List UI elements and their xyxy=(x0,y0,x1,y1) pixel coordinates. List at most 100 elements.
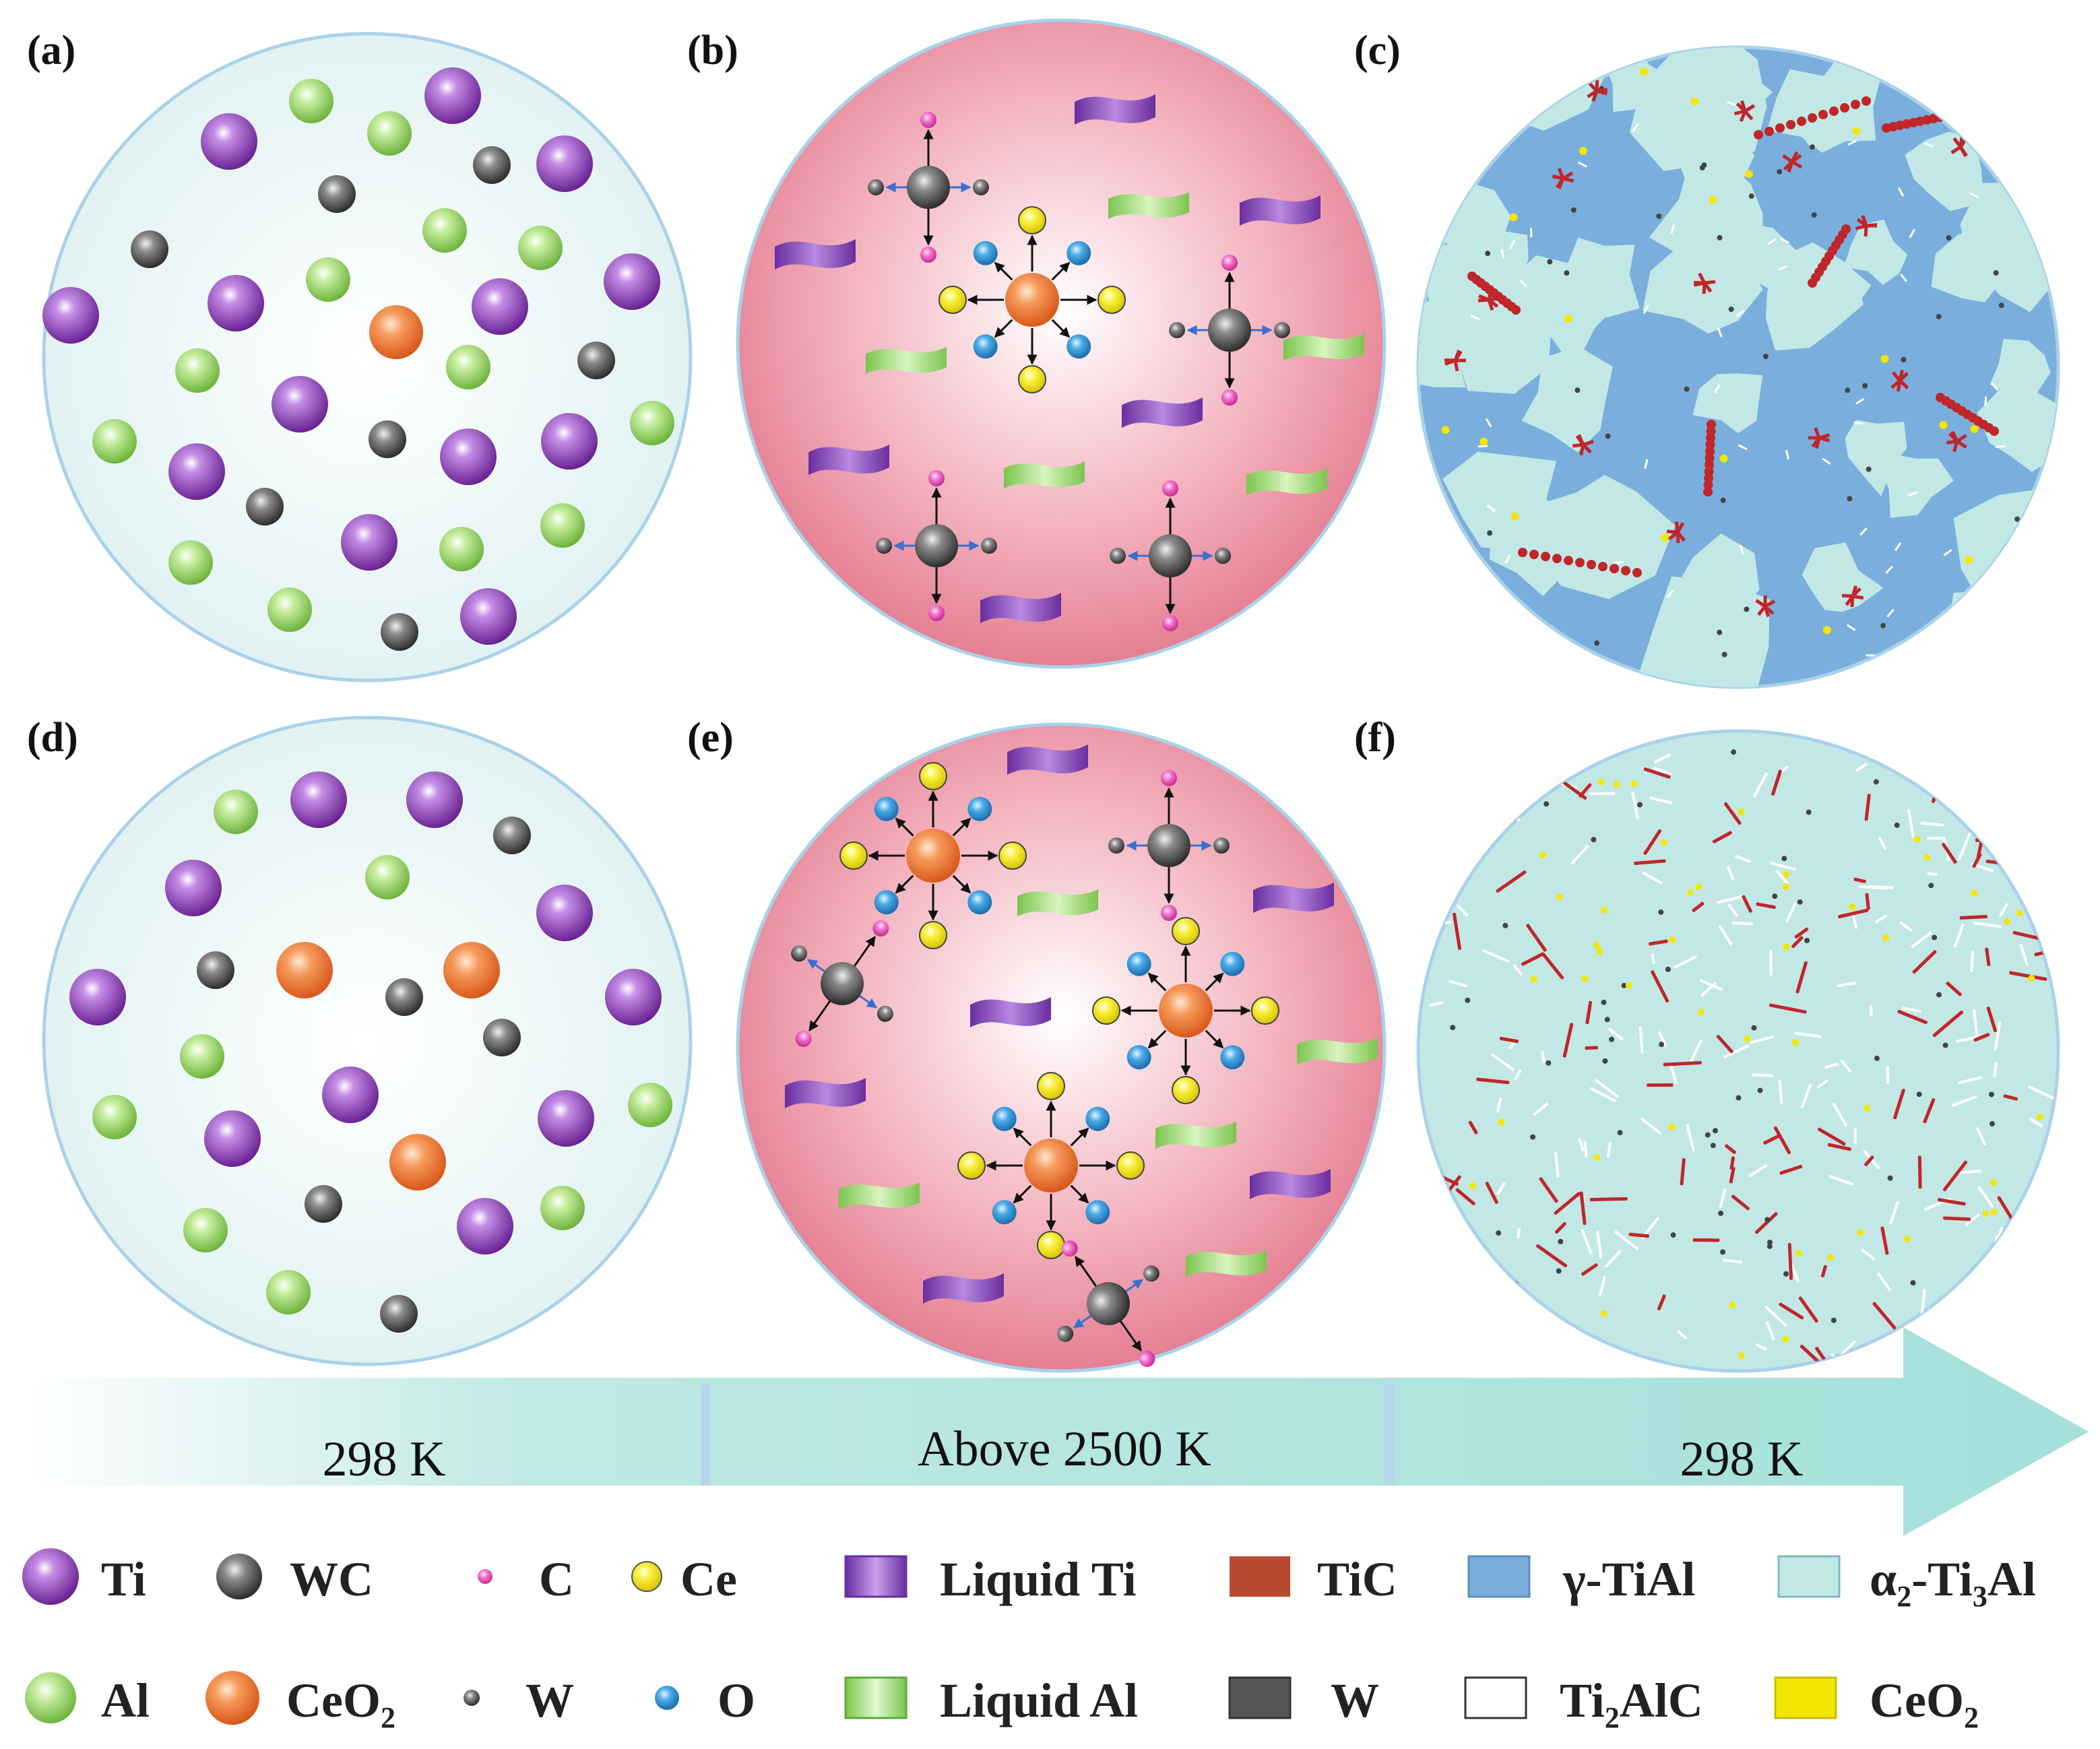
tic-chain xyxy=(1705,440,1715,449)
w-phase xyxy=(1762,354,1769,360)
w-phase xyxy=(1936,992,1942,998)
w-phase xyxy=(1989,1121,1995,1127)
tic-chain xyxy=(1564,556,1573,565)
liquid-ti-ribbon xyxy=(980,593,1061,623)
ti2alc-phase xyxy=(1907,808,1915,838)
w-atom xyxy=(981,538,997,554)
ti2alc-phase xyxy=(1424,183,1430,193)
alpha2-grain xyxy=(1776,257,1872,324)
alpha2-grain xyxy=(1534,474,1676,600)
tic-phase xyxy=(1773,1126,1791,1155)
legend-label-o: O xyxy=(718,1674,755,1727)
w-phase xyxy=(1684,386,1690,392)
w-phase xyxy=(1767,1240,1773,1246)
tic-phase xyxy=(1769,1003,1807,1014)
ceo2-phase xyxy=(1630,780,1638,787)
tic-phase xyxy=(1651,970,1669,1003)
ti2alc-phase xyxy=(1957,1076,1983,1085)
ti2alc-phase xyxy=(1853,421,1864,425)
ce-atom xyxy=(998,841,1027,870)
ti2alc-phase xyxy=(1584,1357,1599,1371)
ti2alc-phase xyxy=(1980,1303,1996,1316)
ti2alc-phase xyxy=(1769,949,1773,976)
c-legend-symbol xyxy=(478,1569,492,1584)
ti2alc-phase xyxy=(1851,912,1858,929)
reaction-arrow xyxy=(1013,1127,1032,1147)
alpha2-grain xyxy=(1692,373,1763,433)
ti2alc-phase xyxy=(2015,1288,2025,1306)
ti2alc-phase xyxy=(1785,449,1789,459)
ti2alc-phase xyxy=(1448,1268,1459,1277)
ti2alc-phase xyxy=(1653,767,1673,776)
ti-particle xyxy=(341,514,397,571)
w-phase xyxy=(1764,1217,1771,1223)
ti2alc-phase xyxy=(1874,914,1888,924)
ti2alc-phase xyxy=(1902,1007,1921,1013)
tic-phase xyxy=(1787,1242,1793,1280)
ti2alc-phase xyxy=(1604,1249,1622,1269)
tic-phase xyxy=(1791,936,1804,949)
tic-phase xyxy=(1716,1035,1733,1054)
ti2alc-phase xyxy=(1970,950,1975,973)
ti2alc-phase xyxy=(1509,240,1515,249)
w-phase xyxy=(1966,751,1972,757)
w-phase xyxy=(1699,165,1705,171)
ti2alc-phase xyxy=(1713,384,1721,393)
alpha2-grain xyxy=(1418,296,1473,388)
ceo2-particle xyxy=(906,829,960,883)
ceo2-phase xyxy=(1903,1235,1911,1242)
ti2alc-phase xyxy=(1719,1188,1727,1209)
ceo2-phase xyxy=(1669,936,1676,943)
ti2alc-phase xyxy=(1583,1140,1588,1157)
wc-particle xyxy=(318,175,356,213)
tic-phase xyxy=(1643,767,1671,779)
al-particle xyxy=(365,855,410,899)
ti2alc-phase xyxy=(1686,1123,1695,1152)
tic-phase xyxy=(1725,1144,1736,1154)
ceo2-phase xyxy=(1738,1352,1745,1360)
w-atom xyxy=(1213,837,1230,854)
ceo2-phase xyxy=(1709,195,1717,204)
tic-phase xyxy=(1490,1331,1528,1343)
tic-phase xyxy=(2003,1094,2018,1101)
w-atom xyxy=(1143,1265,1159,1282)
ti2alc-phase xyxy=(1995,445,2005,448)
w-atom xyxy=(791,945,808,962)
tic-chain xyxy=(1706,426,1716,436)
ti2alc-phase xyxy=(2000,1286,2012,1302)
ti-particle xyxy=(165,860,222,916)
tic-phase xyxy=(1585,1000,1593,1025)
tic-phase xyxy=(1731,1195,1750,1211)
ceo2-phase xyxy=(1791,1039,1799,1046)
wc-particle xyxy=(907,166,950,209)
ceo2-phase xyxy=(2016,910,2023,917)
stage-label-cold-start: 298 K xyxy=(323,1432,446,1487)
ti-particle xyxy=(272,376,328,433)
tic-phase xyxy=(1418,1287,1428,1295)
ti2alc-phase xyxy=(1519,279,1527,288)
c-atom xyxy=(928,605,945,621)
w-phase xyxy=(1463,594,1469,600)
liquid-al-ribbon xyxy=(1108,192,1189,219)
w-phase xyxy=(1751,1025,1757,1031)
tic-chain xyxy=(1818,110,1828,119)
ti2alc-phase xyxy=(1504,1306,1511,1327)
w-phase xyxy=(1748,193,1754,199)
tic-chain xyxy=(1706,433,1715,443)
tic-dendrite xyxy=(1587,89,1598,98)
ti2alc-phase xyxy=(1449,827,1464,835)
tic-phase xyxy=(1872,1302,1897,1330)
tic-dendrite xyxy=(1950,431,1959,443)
tic-phase xyxy=(1838,908,1869,919)
ceo2-phase xyxy=(1530,976,1537,983)
tic-phase xyxy=(1932,1010,1964,1038)
legend-label-ti2alc: Ti2AlC xyxy=(1560,1674,1703,1734)
wc-particle xyxy=(380,1295,418,1333)
alpha2-grain xyxy=(1977,388,2058,472)
legend-label-ceo2: CeO2 xyxy=(286,1674,395,1734)
tic-phase xyxy=(2027,1200,2035,1234)
ceo2-phase xyxy=(2025,773,2033,780)
w-phase xyxy=(1658,909,1664,915)
w-phase xyxy=(1604,1017,1610,1023)
reaction-arrow xyxy=(1118,1319,1142,1352)
